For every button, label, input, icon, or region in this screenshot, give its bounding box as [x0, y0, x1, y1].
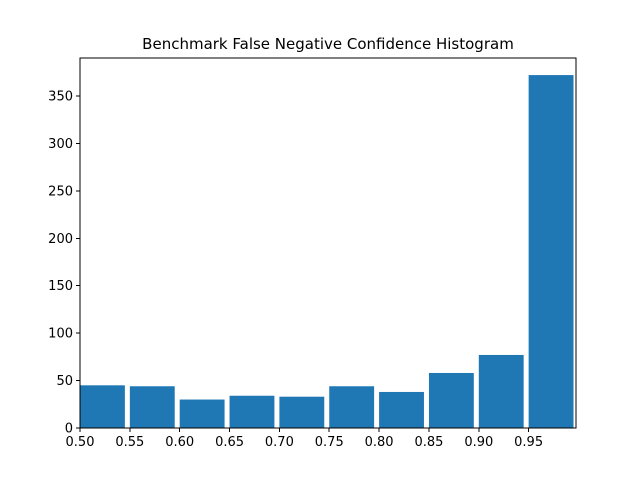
- y-tick-label-4: 200: [48, 232, 73, 247]
- bar-3: [229, 395, 275, 428]
- bar-8: [478, 354, 524, 428]
- x-axis: 0.50 0.55 0.60 0.65 0.70 0.75 0.80 0.85 0.90 0.95: [66, 428, 543, 450]
- bars-group: [80, 75, 574, 429]
- y-tick-label-1: 50: [56, 374, 73, 389]
- bar-0: [80, 385, 125, 428]
- x-tick-label-4: 0.70: [265, 435, 294, 450]
- y-axis: 0 50 100 150 200 250 300 350: [48, 89, 80, 437]
- chart-title: Benchmark False Negative Confidence Hist…: [142, 35, 514, 53]
- x-tick-label-8: 0.90: [464, 435, 493, 450]
- x-tick-label-1: 0.55: [115, 435, 144, 450]
- y-tick-label-3: 150: [48, 279, 73, 294]
- y-tick-label-5: 250: [48, 184, 73, 199]
- bar-7: [428, 372, 474, 428]
- bar-4: [279, 396, 325, 428]
- bar-2: [179, 399, 225, 428]
- bar-6: [379, 391, 424, 428]
- y-tick-label-0: 0: [65, 422, 73, 437]
- bar-1: [129, 386, 175, 428]
- x-tick-label-0: 0.50: [66, 435, 95, 450]
- bar-5: [329, 386, 375, 428]
- y-tick-label-2: 100: [48, 327, 73, 342]
- y-tick-label-7: 350: [48, 89, 73, 104]
- y-tick-label-6: 300: [48, 137, 73, 152]
- x-tick-label-7: 0.85: [414, 435, 443, 450]
- x-tick-label-3: 0.65: [215, 435, 244, 450]
- bar-9: [528, 75, 574, 429]
- x-tick-label-9: 0.95: [514, 435, 543, 450]
- plot-frame: [79, 57, 577, 429]
- x-tick-label-6: 0.80: [365, 435, 394, 450]
- x-tick-label-5: 0.75: [315, 435, 344, 450]
- x-tick-label-2: 0.60: [165, 435, 194, 450]
